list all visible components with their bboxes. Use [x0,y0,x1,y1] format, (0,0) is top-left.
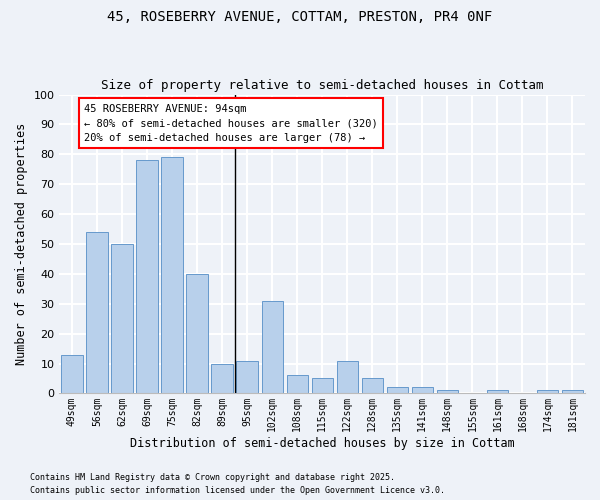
Text: 45 ROSEBERRY AVENUE: 94sqm
← 80% of semi-detached houses are smaller (320)
20% o: 45 ROSEBERRY AVENUE: 94sqm ← 80% of semi… [85,104,378,143]
X-axis label: Distribution of semi-detached houses by size in Cottam: Distribution of semi-detached houses by … [130,437,515,450]
Bar [437,390,458,394]
Bar [386,388,408,394]
Y-axis label: Number of semi-detached properties: Number of semi-detached properties [15,123,28,365]
Bar [562,390,583,394]
Bar [187,274,208,394]
Bar [161,158,182,394]
Bar [311,378,333,394]
Text: Contains HM Land Registry data © Crown copyright and database right 2025.
Contai: Contains HM Land Registry data © Crown c… [30,474,445,495]
Bar [211,364,233,394]
Bar [337,360,358,394]
Bar [362,378,383,394]
Bar [287,376,308,394]
Bar [112,244,133,394]
Bar [412,388,433,394]
Bar [262,301,283,394]
Bar [86,232,107,394]
Text: 45, ROSEBERRY AVENUE, COTTAM, PRESTON, PR4 0NF: 45, ROSEBERRY AVENUE, COTTAM, PRESTON, P… [107,10,493,24]
Bar [61,354,83,394]
Bar [136,160,158,394]
Bar [487,390,508,394]
Bar [236,360,258,394]
Bar [537,390,558,394]
Title: Size of property relative to semi-detached houses in Cottam: Size of property relative to semi-detach… [101,79,544,92]
